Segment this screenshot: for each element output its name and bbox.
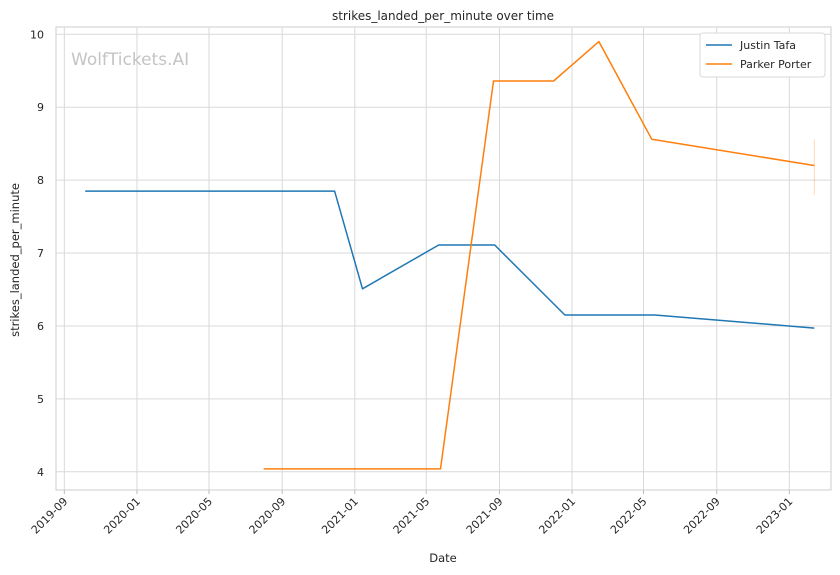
y-tick-label: 8 [37,174,44,187]
y-tick-label: 6 [37,320,44,333]
x-tick-label: 2023-01 [754,495,796,537]
x-tick-label: 2020-01 [101,495,143,537]
series-line-parker-porter [263,40,815,470]
grid [56,27,831,490]
x-axis: 2019-09 2020-01 2020-05 2020-09 2021-01 2021-… [29,490,796,537]
legend-box [699,32,826,78]
y-tick-label: 9 [37,101,44,114]
y-tick-label: 4 [37,466,44,479]
chart-title: strikes_landed_per_minute over time [332,9,554,23]
x-tick-label: 2020-05 [173,495,215,537]
x-tick-label: 2021-05 [391,495,433,537]
x-tick-label: 2022-01 [536,495,578,537]
y-tick-label: 5 [37,393,44,406]
legend: Justin Tafa Parker Porter [699,32,826,78]
x-tick-label: 2021-01 [319,495,361,537]
series-line-justin-tafa [85,190,815,329]
legend-label-justin-tafa: Justin Tafa [739,39,796,52]
x-tick-label: 2021-09 [464,495,506,537]
y-axis-label: strikes_landed_per_minute [8,183,22,337]
x-tick-label: 2020-09 [247,495,289,537]
legend-label-parker-porter: Parker Porter [740,58,812,71]
x-tick-label: 2022-09 [681,495,723,537]
x-axis-label: Date [429,551,457,565]
x-tick-label: 2019-09 [29,495,71,537]
y-tick-label: 10 [30,28,44,41]
y-tick-label: 7 [37,247,44,260]
y-axis: 4 5 6 7 8 9 10 [30,28,44,478]
plot-area [55,26,832,491]
watermark: WolfTickets.AI [71,50,189,70]
x-tick-label: 2022-05 [608,495,650,537]
series-layer [85,40,815,470]
